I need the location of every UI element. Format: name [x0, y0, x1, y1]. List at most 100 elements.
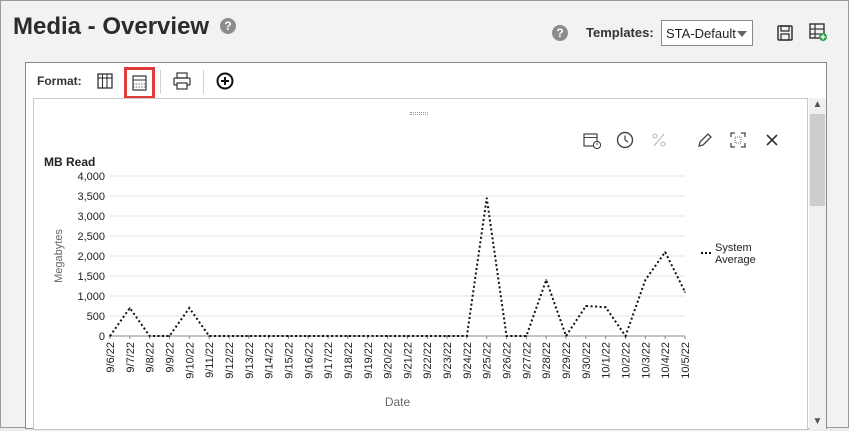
data-point	[228, 335, 230, 337]
x-tick-label: 9/25/22	[482, 342, 494, 379]
templates-help-icon[interactable]: ?	[552, 25, 568, 41]
y-tick-label: 4,000	[77, 171, 105, 183]
clock-icon[interactable]	[615, 130, 635, 150]
data-point	[267, 335, 270, 337]
data-point	[426, 335, 429, 337]
edit-pencil-icon[interactable]	[695, 130, 715, 150]
drag-handle[interactable]	[410, 112, 428, 115]
grid-view-icon[interactable]	[92, 68, 118, 94]
chart-frame: MB Read 0 500 1,000 1,500 2,000 2,500 3,000 3,5…	[33, 98, 808, 430]
y-tick-label: 3,500	[77, 191, 105, 203]
data-point	[525, 335, 528, 337]
scroll-down-arrow-icon[interactable]: ▼	[812, 416, 823, 427]
data-point	[148, 335, 151, 337]
x-tick-label: 9/18/22	[343, 342, 355, 379]
templates-select-value: STA-Default	[666, 26, 736, 41]
x-tick-label: 9/9/22	[164, 342, 176, 373]
data-point	[168, 335, 171, 337]
x-tick-label: 9/12/22	[224, 342, 236, 379]
calculator-view-button[interactable]	[124, 67, 155, 99]
data-point	[565, 335, 567, 337]
legend-label: System	[715, 242, 752, 254]
x-tick-label: 9/21/22	[402, 342, 414, 379]
x-tick-label: 9/11/22	[204, 342, 216, 378]
data-point	[545, 279, 548, 281]
data-point	[287, 335, 290, 337]
y-tick-label: 2,000	[77, 251, 105, 263]
x-tick-label: 9/26/22	[502, 342, 514, 379]
calendar-clock-icon[interactable]	[582, 130, 602, 150]
x-tick-label: 9/30/22	[581, 342, 593, 379]
data-point	[307, 335, 310, 337]
data-point	[208, 335, 210, 337]
data-point	[188, 307, 191, 309]
data-point	[485, 197, 488, 199]
save-icon[interactable]	[775, 23, 795, 43]
x-tick-label: 9/8/22	[145, 342, 157, 373]
page-title: Media - Overview	[13, 13, 210, 40]
data-point	[247, 335, 250, 337]
x-tick-label: 9/24/22	[462, 342, 474, 379]
calculator-view-icon	[132, 75, 147, 91]
expand-icon[interactable]	[728, 130, 748, 150]
scroll-up-arrow-icon[interactable]: ▲	[812, 99, 823, 110]
data-point	[366, 335, 369, 337]
x-tick-label: 9/22/22	[422, 342, 434, 379]
y-tick-label: 2,500	[77, 231, 105, 243]
legend-label: Average	[715, 254, 756, 266]
templates-select[interactable]: STA-Default	[661, 20, 753, 46]
y-axis-label: Megabytes	[53, 229, 65, 283]
x-tick-label: 9/27/22	[521, 342, 533, 379]
format-label: Format:	[37, 74, 82, 88]
x-tick-label: 10/3/22	[640, 342, 652, 379]
x-tick-label: 9/7/22	[125, 342, 137, 373]
toolbar-separator	[203, 70, 204, 94]
y-tick-label: 1,000	[77, 291, 105, 303]
chart-title: MB Read	[44, 155, 96, 169]
x-axis-label: Date	[385, 395, 411, 409]
x-tick-label: 9/28/22	[541, 342, 553, 379]
y-tick-label: 500	[87, 311, 105, 323]
x-tick-label: 10/4/22	[660, 342, 672, 379]
data-point	[109, 335, 111, 337]
data-point	[505, 335, 508, 337]
data-point	[664, 251, 666, 253]
y-tick-label: 3,000	[77, 211, 105, 223]
data-point	[129, 307, 131, 309]
x-tick-label: 9/15/22	[283, 342, 295, 379]
x-tick-label: 9/13/22	[244, 342, 256, 379]
table-add-icon[interactable]	[808, 22, 828, 42]
series-line	[109, 197, 686, 339]
templates-label: Templates:	[586, 25, 654, 40]
toolbar-separator	[160, 70, 161, 94]
x-tick-label: 9/20/22	[383, 342, 395, 379]
x-tick-label: 9/19/22	[363, 342, 375, 379]
print-icon[interactable]	[169, 68, 195, 94]
line-chart: 0 500 1,000 1,500 2,000 2,500 3,000 3,500 4,000 9…	[53, 171, 756, 409]
report-panel: Format:	[25, 62, 827, 430]
chevron-down-icon	[737, 31, 747, 37]
vertical-scrollbar[interactable]: ▲ ▼	[809, 98, 826, 429]
x-tick-label: 9/29/22	[561, 342, 573, 379]
x-tick-label: 9/14/22	[264, 342, 276, 379]
x-tick-label: 9/23/22	[442, 342, 454, 379]
close-icon[interactable]	[762, 130, 782, 150]
question-circle-icon[interactable]: ?	[220, 18, 236, 34]
data-point	[386, 335, 389, 337]
add-circle-icon[interactable]	[212, 68, 238, 94]
data-point	[644, 279, 647, 281]
scroll-thumb[interactable]	[810, 114, 825, 206]
y-tick-label: 1,500	[77, 271, 105, 283]
data-point	[327, 335, 329, 337]
percent-icon[interactable]	[649, 130, 669, 150]
x-tick-label: 9/6/22	[105, 342, 117, 373]
data-point	[624, 335, 627, 337]
x-tick-label: 10/1/22	[601, 342, 613, 379]
data-point	[604, 306, 607, 308]
x-tick-label: 10/2/22	[621, 342, 633, 379]
y-tick-label: 0	[99, 331, 105, 343]
data-point	[684, 291, 686, 293]
data-point	[446, 335, 448, 337]
x-tick-label: 9/10/22	[184, 342, 196, 379]
